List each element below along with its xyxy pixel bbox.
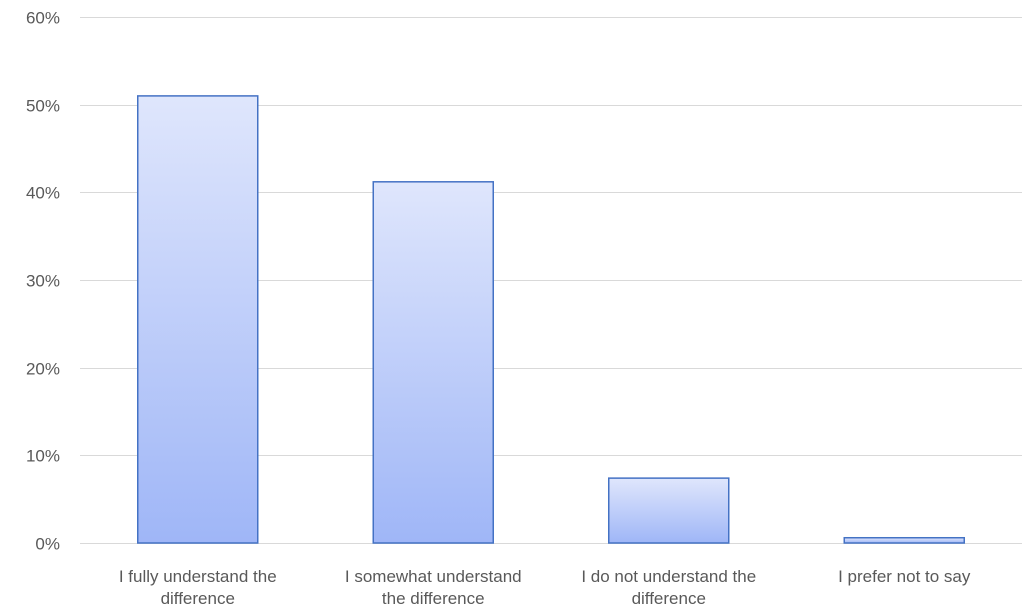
- x-category-label: I somewhat understand the difference: [345, 567, 522, 608]
- bar: [137, 95, 259, 544]
- y-tick-label: 50%: [26, 97, 60, 116]
- y-tick-label: 0%: [35, 535, 60, 554]
- x-category-label: I prefer not to say: [838, 567, 971, 586]
- x-category-label: I fully understand the difference: [119, 567, 277, 608]
- y-tick-label: 40%: [26, 184, 60, 203]
- y-tick-label: 20%: [26, 360, 60, 379]
- x-category-label-line: I fully understand the: [119, 567, 277, 586]
- bar: [608, 477, 730, 544]
- x-category-label-line: difference: [632, 589, 706, 608]
- y-tick-label: 30%: [26, 272, 60, 291]
- x-axis-category-labels: I fully understand the difference I somewh…: [119, 567, 971, 608]
- y-tick-label: 60%: [26, 9, 60, 28]
- y-tick-label: 10%: [26, 447, 60, 466]
- bar: [372, 181, 494, 544]
- y-axis-tick-labels: 0% 10% 20% 30% 40% 50% 60%: [26, 9, 60, 554]
- x-category-label-line: I do not understand the: [581, 567, 756, 586]
- bars: [137, 95, 965, 544]
- x-category-label-line: difference: [161, 589, 235, 608]
- x-category-label-line: I somewhat understand: [345, 567, 522, 586]
- x-category-label-line: I prefer not to say: [838, 567, 971, 586]
- x-category-label: I do not understand the difference: [581, 567, 756, 608]
- bar: [843, 536, 965, 544]
- x-category-label-line: the difference: [382, 589, 485, 608]
